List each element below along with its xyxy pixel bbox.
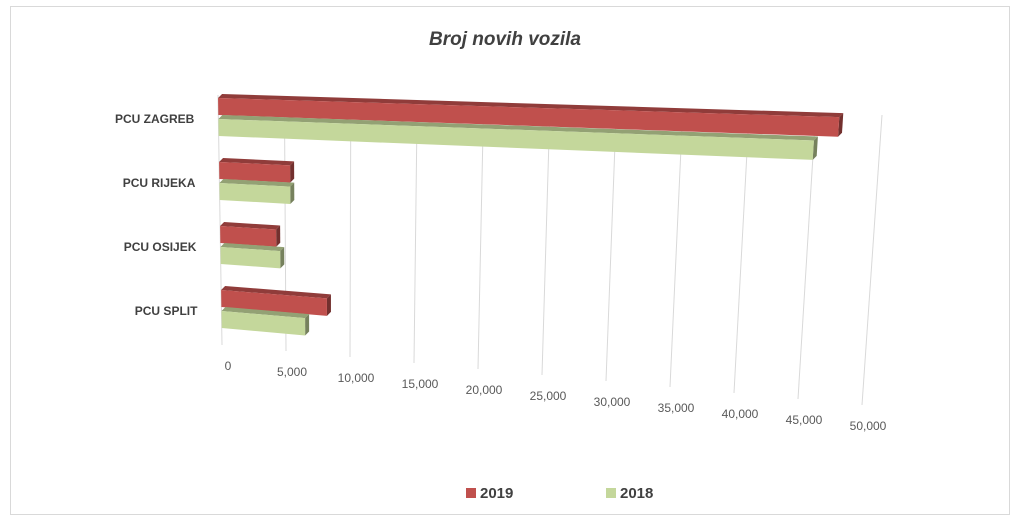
bar — [218, 119, 814, 160]
grid-line — [477, 102, 485, 370]
bar-top — [219, 179, 295, 187]
x-tick-label: 5,000 — [277, 365, 307, 379]
grid-line — [349, 98, 352, 358]
bar-top — [221, 286, 331, 299]
chart-frame — [10, 6, 1010, 515]
bar-top — [218, 115, 818, 141]
x-tick-label: 40,000 — [722, 407, 759, 421]
bar-end — [276, 225, 281, 247]
y-tick-label: PCU OSIJEK — [124, 240, 197, 254]
bar-end — [326, 294, 331, 316]
grid-line — [669, 108, 684, 388]
bar-end — [305, 314, 310, 336]
grid-line — [861, 114, 883, 406]
bar — [219, 183, 291, 204]
bar-end — [280, 247, 285, 269]
bar-top — [220, 222, 281, 230]
grid-line — [797, 112, 817, 400]
x-tick-label: 15,000 — [402, 377, 439, 391]
x-tick-label: 30,000 — [594, 395, 631, 409]
bar-top — [220, 243, 285, 252]
x-tick-label: 10,000 — [338, 371, 375, 385]
legend-swatch — [606, 488, 616, 498]
x-tick-label: 25,000 — [530, 389, 567, 403]
y-tick-label: PCU SPLIT — [135, 304, 198, 318]
legend-label: 2019 — [480, 485, 513, 502]
legend-label: 2018 — [620, 485, 653, 502]
x-tick-label: 20,000 — [466, 383, 503, 397]
y-tick-label: PCU ZAGREB — [115, 112, 195, 126]
grid-line — [541, 104, 551, 376]
y-tick-label: PCU RIJEKA — [123, 176, 196, 190]
grid-line — [733, 110, 750, 394]
bar-end — [838, 113, 844, 137]
bar — [218, 98, 840, 137]
bar — [221, 290, 327, 316]
legend-swatch — [466, 488, 476, 498]
x-tick-label: 35,000 — [658, 401, 695, 415]
bar-top — [219, 158, 295, 166]
chart-title: Broj novih vozila — [429, 29, 581, 50]
bar-end — [290, 161, 295, 183]
grid-line — [217, 94, 223, 346]
x-tick-label: 0 — [225, 359, 232, 373]
x-tick-label: 45,000 — [786, 413, 823, 427]
bar — [221, 311, 306, 336]
bar — [220, 226, 277, 247]
grid-line — [605, 106, 617, 382]
bar-end — [290, 182, 295, 204]
bar-top — [221, 307, 310, 319]
bar-top — [218, 94, 844, 118]
bar-end — [812, 136, 818, 160]
bar — [220, 247, 281, 269]
grid-line — [413, 100, 418, 364]
bar — [219, 162, 291, 183]
x-tick-label: 50,000 — [850, 419, 887, 433]
